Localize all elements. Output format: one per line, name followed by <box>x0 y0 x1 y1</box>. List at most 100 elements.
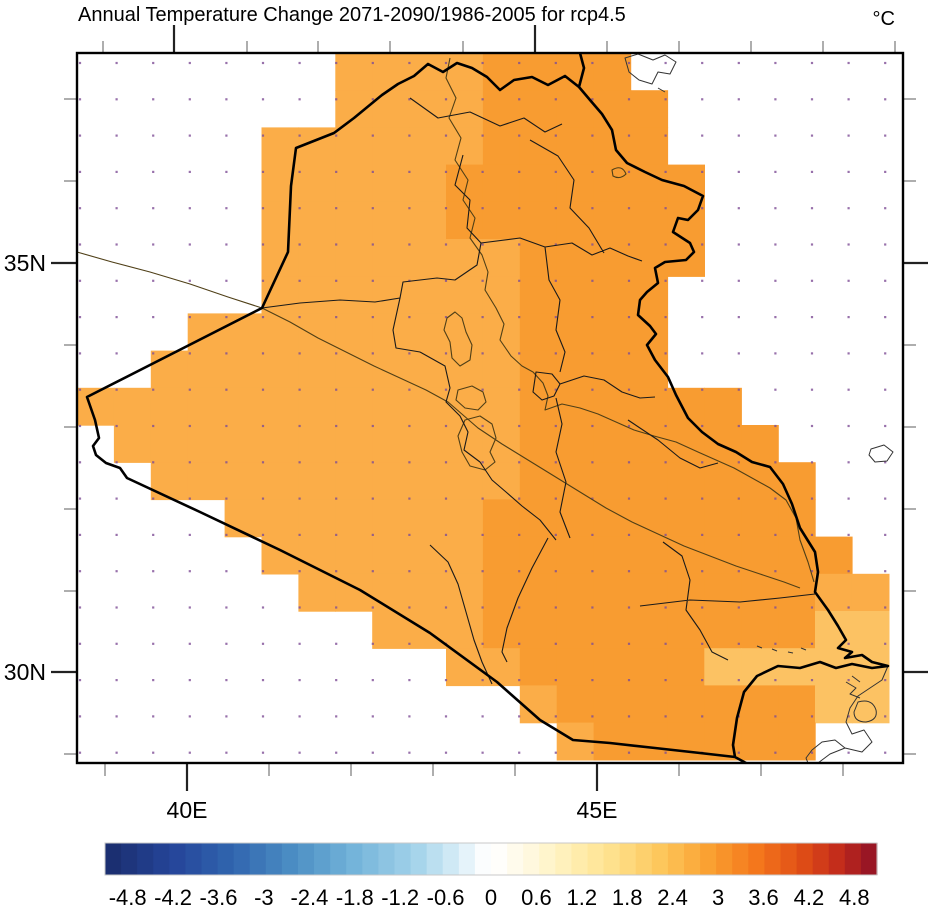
temp-cell <box>335 313 373 352</box>
temp-cell <box>704 611 742 649</box>
grid-dot <box>591 61 594 65</box>
grid-dot <box>810 642 814 645</box>
grid-dot <box>884 388 887 391</box>
temp-cell <box>482 536 521 575</box>
grid-dot <box>481 279 484 282</box>
temp-cell <box>815 573 853 612</box>
figure-title: Annual Temperature Change 2071-2090/1986… <box>78 4 626 26</box>
grid-dot <box>188 461 191 464</box>
grid-dot <box>664 533 667 536</box>
grid-dot <box>810 570 814 573</box>
temp-cell <box>372 313 410 352</box>
grid-dot <box>444 424 448 428</box>
grid-dot <box>225 424 228 428</box>
colorbar-box <box>828 843 846 875</box>
temp-cell <box>667 611 705 649</box>
colorbar-tick-label: 1.8 <box>612 885 643 910</box>
temp-cell <box>741 685 779 724</box>
temp-cell <box>593 276 632 315</box>
temp-cell <box>556 425 595 463</box>
grid-dot <box>371 243 374 246</box>
grid-dot <box>298 243 301 246</box>
grid-dot <box>188 497 191 500</box>
grid-dot <box>774 715 777 718</box>
temp-cell <box>409 239 447 277</box>
colorbar-tick-labels: -4.8 -4.2 -3.6 -3 -2.4 -1.8 -1.2 -0.6 0 0.6 1.2 1.8… <box>109 885 870 910</box>
grid-dot <box>298 134 301 137</box>
grid-dot <box>701 715 704 718</box>
temp-cell <box>630 499 669 538</box>
grid-dot <box>481 497 484 500</box>
grid-dot <box>371 316 374 319</box>
grid-dot <box>408 207 411 210</box>
grid-dot <box>847 243 850 246</box>
grid-dot <box>664 170 667 173</box>
grid-dot <box>444 61 448 65</box>
grid-dot <box>554 243 557 246</box>
grid-dot <box>884 98 887 101</box>
grid-dot <box>847 388 850 391</box>
temp-cell <box>113 387 152 426</box>
colorbar-box <box>764 843 782 875</box>
temp-cell <box>851 611 890 649</box>
grid-dot <box>701 642 704 645</box>
temp-cell <box>298 462 336 501</box>
temp-cell <box>778 611 816 649</box>
grid-dot <box>737 461 740 464</box>
grid-dot <box>701 316 704 319</box>
temp-cell <box>556 313 595 352</box>
grid-dot <box>481 61 484 65</box>
temperature-cells <box>77 53 890 761</box>
grid-dot <box>591 497 594 500</box>
grid-dot <box>884 497 887 500</box>
colorbar-box <box>378 843 396 875</box>
grid-dot <box>554 642 557 645</box>
grid-dot <box>810 497 814 500</box>
colorbar-tick-label: -3 <box>254 885 274 910</box>
grid-dot <box>115 606 118 609</box>
grid-dot <box>188 279 191 282</box>
colorbar-box <box>619 843 637 875</box>
grid-dot <box>188 243 191 246</box>
grid-dot <box>408 243 411 246</box>
grid-dot <box>371 424 374 428</box>
grid-dot <box>737 352 740 355</box>
temp-cell <box>519 462 558 501</box>
grid-dot <box>78 388 82 391</box>
temp-cell <box>187 425 226 463</box>
grid-dot <box>188 388 191 391</box>
grid-dot <box>847 751 850 754</box>
temp-cell <box>187 350 226 389</box>
temp-cell <box>593 387 632 426</box>
grid-dot <box>627 61 631 65</box>
grid-dot <box>371 207 374 210</box>
temp-cell <box>409 90 447 129</box>
grid-dot <box>554 388 557 391</box>
temp-cell <box>556 201 595 240</box>
colorbar-tick-label: 1.2 <box>567 885 598 910</box>
grid-dot <box>261 98 265 101</box>
temp-cell <box>372 462 410 501</box>
grid-dot <box>518 715 521 718</box>
grid-dot <box>518 61 521 65</box>
grid-dot <box>701 352 704 355</box>
grid-dot <box>591 679 594 682</box>
colorbar-box <box>667 843 685 875</box>
grid-dot <box>335 461 338 464</box>
grid-dot <box>627 751 631 754</box>
grid-dot <box>627 715 631 718</box>
colorbar-box <box>523 843 540 875</box>
colorbar-box <box>555 843 573 875</box>
grid-dot <box>188 61 191 65</box>
colorbar-box <box>105 843 122 875</box>
grid-dot <box>774 679 777 682</box>
grid-dot <box>444 715 448 718</box>
grid-dot <box>664 570 667 573</box>
grid-dot <box>335 715 338 718</box>
temp-cell <box>409 313 447 352</box>
colorbar-tick-label: 2.4 <box>657 885 688 910</box>
temp-cell <box>593 462 632 501</box>
rivers-tigris-euphrates <box>76 57 815 589</box>
temp-cell <box>556 350 595 389</box>
